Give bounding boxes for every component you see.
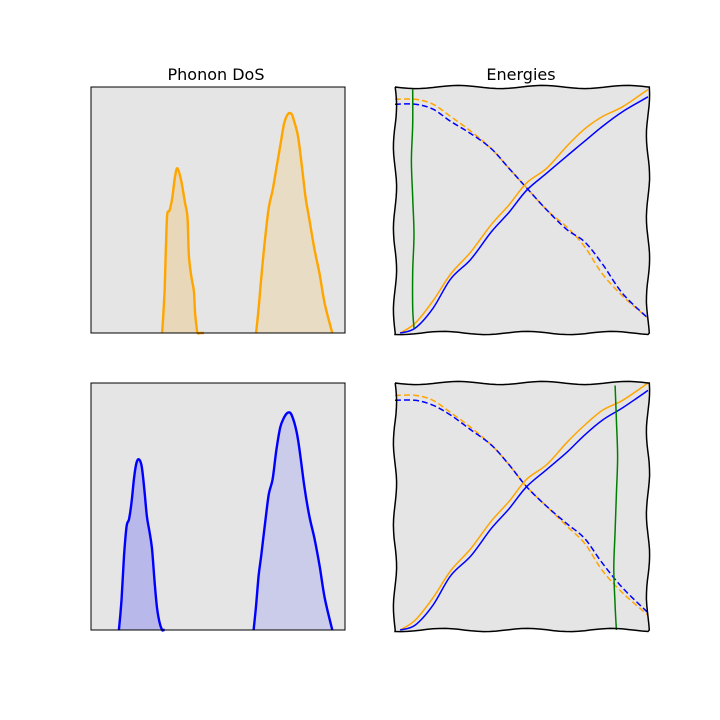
energies-bottom-axes-frame <box>392 380 651 633</box>
dos-peak-line <box>160 167 204 335</box>
energies-top-axes-frame <box>392 84 651 336</box>
dos-peak-fill <box>253 412 333 630</box>
energies-top-panel <box>392 84 651 336</box>
dos-top-axes-frame <box>90 86 346 334</box>
dos-peak-fill <box>118 459 165 631</box>
energy-series-line <box>399 382 649 631</box>
dos-bottom-axes-frame <box>90 382 346 631</box>
energy-series-line <box>410 89 415 329</box>
dos-peak-line <box>252 411 334 631</box>
energies-bottom-axes-bg <box>393 381 650 632</box>
energy-series-line <box>399 88 649 334</box>
energies-bottom-panel <box>392 380 651 633</box>
energy-series-line <box>394 98 649 319</box>
dos-panel-title: Phonon DoS <box>168 65 265 84</box>
energy-series-line <box>394 394 649 616</box>
energies-panel-title: Energies <box>486 65 555 84</box>
dos-peak-fill <box>256 112 333 333</box>
energy-series-line <box>399 96 649 334</box>
dos-peak-line <box>117 458 165 632</box>
energy-series-line <box>394 103 649 319</box>
dos-top-panel <box>90 86 346 335</box>
energy-series-line <box>613 385 619 631</box>
energy-series-line <box>399 389 649 631</box>
dos-bottom-panel <box>90 382 346 632</box>
energies-top-axes-bg <box>393 85 650 335</box>
energy-series-line <box>394 399 649 614</box>
dos-peak-line <box>254 111 334 334</box>
panels <box>90 84 651 633</box>
